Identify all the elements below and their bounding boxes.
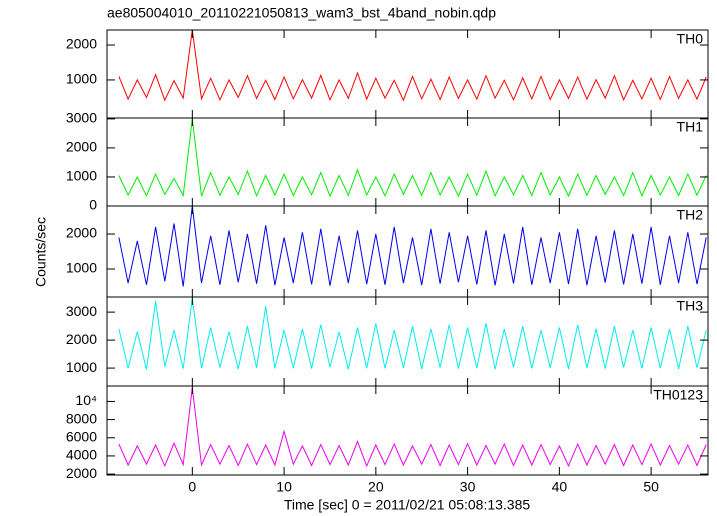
panel-frame	[106, 385, 709, 476]
chart-title: ae805004010_20110221050813_wam3_bst_4ban…	[107, 5, 496, 21]
x-tick-label: 0	[188, 479, 196, 495]
x-tick-label: 10	[276, 479, 292, 495]
y-tick-label: 2000	[66, 36, 97, 52]
x-tick-label: 30	[460, 479, 476, 495]
y-tick-label: 3000	[66, 303, 97, 319]
light-curve	[118, 30, 707, 102]
y-tick-label: 6000	[66, 428, 97, 444]
panel-label: TH1	[677, 119, 704, 135]
y-tick-label: 0	[89, 197, 97, 213]
light-curve	[118, 387, 707, 468]
panel-label: TH3	[677, 298, 704, 314]
panel-label: TH0123	[653, 387, 703, 403]
light-curve	[118, 118, 707, 198]
y-tick-label: 1000	[66, 260, 97, 276]
y-tick-label: 1000	[66, 359, 97, 375]
y-tick-label: 1000	[66, 71, 97, 87]
y-tick-label: 4000	[66, 447, 97, 463]
y-tick-label: 3000	[66, 110, 97, 126]
x-tick-label: 40	[552, 479, 568, 495]
y-tick-label: 2000	[66, 465, 97, 481]
panel-label: TH0	[677, 31, 704, 47]
light-curve	[118, 298, 707, 370]
x-axis-label: Time [sec] 0 = 2011/02/21 05:08:13.385	[284, 497, 531, 513]
light-curve	[118, 206, 707, 287]
x-tick-label: 50	[643, 479, 659, 495]
y-tick-label: 2000	[66, 139, 97, 155]
x-tick-label: 20	[368, 479, 384, 495]
y-axis-label: Counts/sec	[33, 217, 49, 287]
y-tick-label: 8000	[66, 410, 97, 426]
y-tick-label: 2000	[66, 331, 97, 347]
y-tick-label: 2000	[66, 225, 97, 241]
panel-frame	[106, 29, 709, 119]
y-tick-label: 10⁴	[75, 392, 97, 408]
y-tick-label: 1000	[66, 168, 97, 184]
panel-label: TH2	[677, 207, 704, 223]
